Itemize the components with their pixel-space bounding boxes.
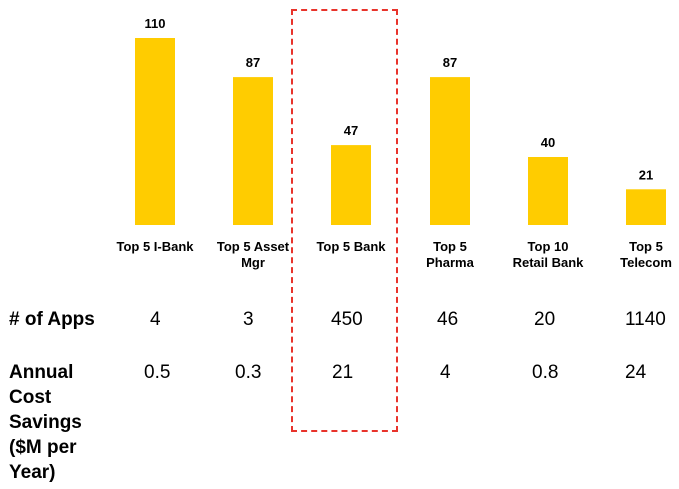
bar-top-5-i-bank [135, 38, 175, 225]
apps-value-top-10-retail-bank: 20 [534, 309, 556, 330]
data-label-top-5-telecom: 21 [639, 167, 653, 182]
apps-value-top-5-telecom: 1140 [625, 309, 666, 330]
row-header-apps: # of Apps [9, 309, 95, 330]
category-label-top-10-retail-bank: Top 10 Retail Bank [512, 239, 584, 270]
data-label-top-5-bank: 47 [344, 123, 358, 138]
bar-top-10-retail-bank [528, 157, 568, 225]
savings-value-top-5-i-bank: 0.5 [144, 362, 171, 383]
bar-top-5-pharma [430, 77, 470, 225]
category-label-top-5-pharma: Top 5 Pharma [426, 239, 474, 270]
apps-value-top-5-i-bank: 4 [150, 309, 161, 330]
bar-top-5-asset-mgr [233, 77, 273, 225]
savings-value-top-5-pharma: 4 [440, 362, 451, 383]
row-header-annual-cost-savings: Annual Cost Savings ($M per Year) [9, 362, 82, 483]
bar-top-5-bank [331, 145, 371, 225]
data-label-top-10-retail-bank: 40 [541, 135, 555, 150]
savings-value-top-10-retail-bank: 0.8 [532, 362, 559, 383]
data-label-top-5-asset-mgr: 87 [246, 55, 260, 70]
apps-value-top-5-bank: 450 [331, 309, 363, 330]
savings-value-top-5-bank: 21 [332, 362, 354, 383]
apps-value-top-5-asset-mgr: 3 [243, 309, 254, 330]
category-label-top-5-telecom: Top 5 Telecom [620, 239, 672, 270]
highlight-box [291, 9, 398, 432]
data-label-top-5-i-bank: 110 [145, 16, 166, 31]
category-label-top-5-i-bank: Top 5 I-Bank [116, 239, 194, 254]
category-label-top-5-bank: Top 5 Bank [316, 239, 386, 254]
savings-value-top-5-asset-mgr: 0.3 [235, 362, 262, 383]
savings-value-top-5-telecom: 24 [625, 362, 647, 383]
category-label-top-5-asset-mgr: Top 5 Asset Mgr [216, 239, 290, 270]
bar-top-5-telecom [626, 189, 666, 225]
data-label-top-5-pharma: 87 [443, 55, 457, 70]
apps-value-top-5-pharma: 46 [437, 309, 459, 330]
